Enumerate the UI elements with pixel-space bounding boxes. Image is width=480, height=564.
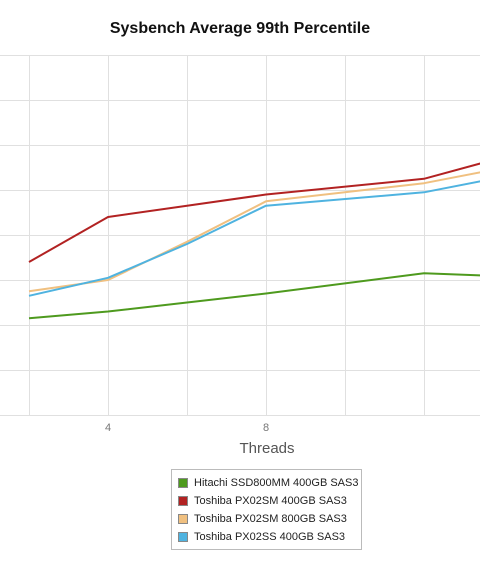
grid-lines bbox=[0, 55, 480, 416]
series-lines bbox=[28, 162, 480, 320]
legend-item-3[interactable]: Toshiba PX02SM 800GB SAS3 bbox=[172, 510, 361, 528]
legend-item-2[interactable]: Toshiba PX02SM 400GB SAS3 bbox=[172, 492, 361, 510]
legend-item-4[interactable]: Toshiba PX02SS 400GB SAS3 bbox=[172, 528, 361, 546]
legend-label: Toshiba PX02SM 800GB SAS3 bbox=[194, 513, 347, 525]
x-tick-label: 8 bbox=[263, 422, 269, 434]
legend-swatch bbox=[178, 532, 188, 542]
legend-label: Toshiba PX02SM 400GB SAS3 bbox=[194, 495, 347, 507]
x-tick-label: 4 bbox=[105, 422, 111, 434]
legend-swatch bbox=[178, 478, 188, 488]
x-tick-labels: 4816 bbox=[105, 422, 269, 434]
chart-title: Sysbench Average 99th Percentile bbox=[109, 20, 371, 37]
series-line-2 bbox=[28, 162, 480, 263]
legend-swatch bbox=[178, 496, 188, 506]
legend: Hitachi SSD800MM 400GB SAS3 Toshiba PX02S… bbox=[171, 469, 362, 550]
series-line-3 bbox=[28, 171, 480, 293]
line-chart: 4816 bbox=[0, 55, 480, 434]
legend-label: Hitachi SSD800MM 400GB SAS3 bbox=[194, 477, 359, 489]
legend-label: Toshiba PX02SS 400GB SAS3 bbox=[194, 531, 346, 543]
legend-item-1[interactable]: Hitachi SSD800MM 400GB SAS3 bbox=[172, 474, 361, 492]
series-line-1 bbox=[28, 272, 480, 320]
series-line-4 bbox=[28, 180, 480, 297]
x-axis-label: Threads bbox=[239, 440, 295, 457]
legend-swatch bbox=[178, 514, 188, 524]
